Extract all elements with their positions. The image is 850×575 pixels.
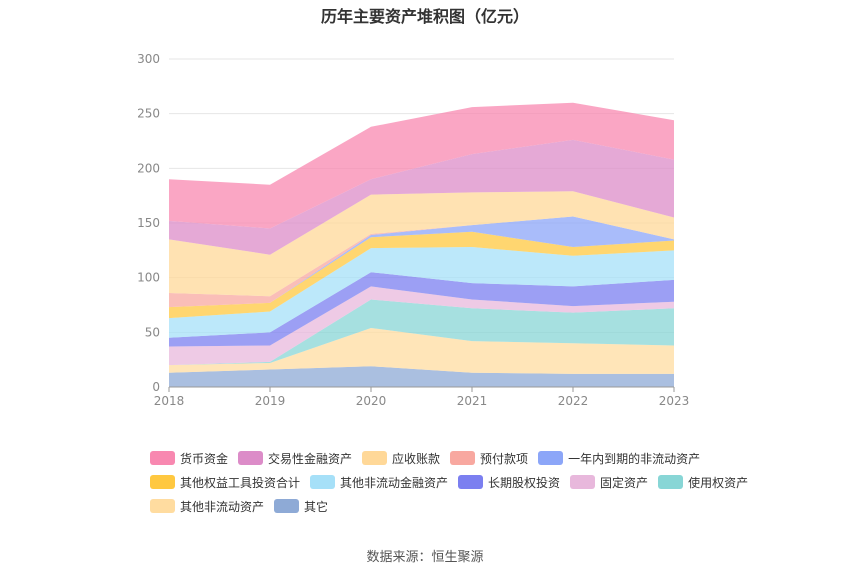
legend-label: 其他非流动金融资产 bbox=[340, 475, 449, 490]
legend-item[interactable]: 其它 bbox=[274, 497, 328, 515]
area-series bbox=[169, 102, 674, 229]
area-series bbox=[169, 216, 674, 308]
y-tick-label: 200 bbox=[137, 161, 160, 175]
chart-title: 历年主要资产堆积图（亿元） bbox=[320, 7, 529, 26]
legend-swatch bbox=[274, 499, 300, 513]
area-series bbox=[169, 366, 674, 387]
legend-swatch bbox=[150, 451, 175, 465]
legend-item[interactable]: 其他非流动资产 bbox=[150, 497, 264, 515]
area-series bbox=[169, 286, 674, 366]
legend-swatch bbox=[658, 475, 684, 489]
legend-label: 其它 bbox=[304, 499, 329, 514]
legend-item[interactable]: 应收账款 bbox=[362, 449, 440, 467]
legend-label: 一年内到期的非流动资产 bbox=[568, 451, 701, 466]
legend-label: 货币资金 bbox=[180, 451, 229, 466]
area-series bbox=[169, 299, 674, 366]
legend-swatch bbox=[150, 475, 175, 489]
legend-label: 使用权资产 bbox=[688, 475, 749, 490]
legend-swatch bbox=[362, 451, 388, 465]
legend-item[interactable]: 交易性金融资产 bbox=[238, 449, 352, 467]
legend-label: 固定资产 bbox=[600, 475, 649, 490]
area-series bbox=[169, 272, 674, 347]
area-series bbox=[169, 231, 674, 319]
area-series bbox=[169, 327, 674, 374]
legend-swatch bbox=[538, 451, 564, 465]
legend-label: 应收账款 bbox=[392, 451, 441, 466]
x-tick-label: 2021 bbox=[457, 394, 488, 408]
legend-label: 长期股权投资 bbox=[488, 475, 561, 490]
legend-item[interactable]: 一年内到期的非流动资产 bbox=[538, 449, 700, 467]
legend-item[interactable]: 其他权益工具投资合计 bbox=[150, 473, 300, 491]
y-tick-label: 0 bbox=[152, 380, 160, 394]
y-tick-label: 150 bbox=[137, 216, 160, 230]
legend-item[interactable]: 预付款项 bbox=[450, 449, 528, 467]
legend-swatch bbox=[150, 499, 175, 513]
area-series bbox=[169, 216, 674, 308]
legend-swatch bbox=[570, 475, 596, 489]
legend-item[interactable]: 使用权资产 bbox=[658, 473, 748, 491]
x-tick-label: 2020 bbox=[356, 394, 387, 408]
legend-item[interactable]: 其他非流动金融资产 bbox=[310, 473, 448, 491]
legend-label: 交易性金融资产 bbox=[268, 451, 353, 466]
legend-swatch bbox=[310, 475, 336, 489]
x-tick-label: 2022 bbox=[558, 394, 589, 408]
y-tick-label: 100 bbox=[137, 271, 160, 285]
y-tick-label: 300 bbox=[137, 52, 160, 66]
y-tick-label: 250 bbox=[137, 107, 160, 121]
legend-label: 预付款项 bbox=[480, 451, 529, 466]
data-source: 数据来源：恒生聚源 bbox=[366, 550, 484, 565]
legend-item[interactable]: 固定资产 bbox=[570, 473, 648, 491]
legend-item[interactable]: 货币资金 bbox=[150, 449, 228, 467]
legend-swatch bbox=[450, 451, 476, 465]
x-tick-label: 2023 bbox=[659, 394, 690, 408]
legend-swatch bbox=[458, 475, 484, 489]
area-series bbox=[169, 139, 674, 255]
legend-label: 其他非流动资产 bbox=[180, 499, 265, 514]
chart-legend: 货币资金 交易性金融资产 应收账款 预付款项 一年内到期的非流动资产其他权益工具投资合计… bbox=[150, 449, 750, 515]
legend-label: 其他权益工具投资合计 bbox=[180, 475, 301, 490]
y-tick-label: 50 bbox=[145, 325, 160, 339]
x-tick-label: 2018 bbox=[154, 394, 185, 408]
legend-item[interactable]: 长期股权投资 bbox=[458, 473, 560, 491]
area-series bbox=[169, 191, 674, 297]
stacked-area-chart: 0 50 100 150 200 250 300 2018 2019 2020 2021 2022 20… bbox=[137, 52, 690, 408]
area-series bbox=[169, 247, 674, 338]
x-tick-label: 2019 bbox=[255, 394, 286, 408]
legend-swatch bbox=[238, 451, 264, 465]
